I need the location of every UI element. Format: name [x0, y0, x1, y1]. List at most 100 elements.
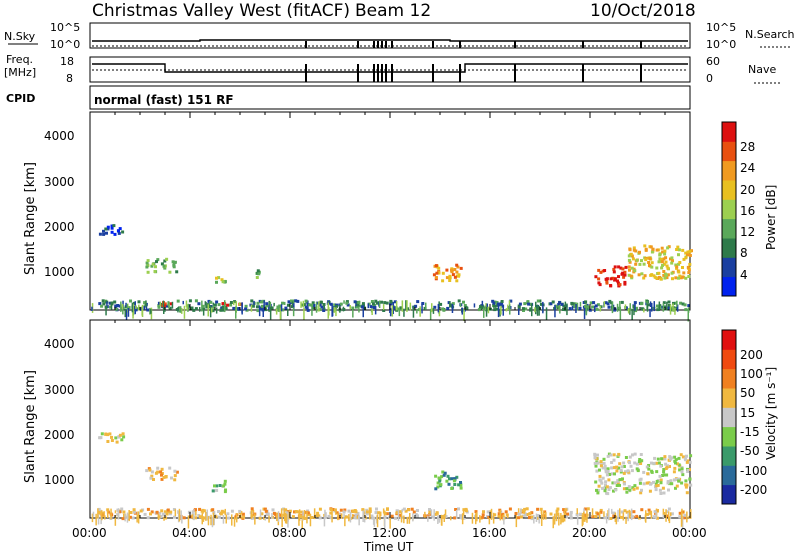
velocity-cell: [658, 488, 662, 492]
power-cell: [113, 300, 117, 304]
power-cell: [655, 248, 659, 252]
velocity-cell: [310, 516, 314, 519]
velocity-cell: [250, 507, 254, 511]
power-streak: [181, 308, 183, 314]
power-cell: [681, 275, 685, 279]
velocity-streak: [117, 508, 120, 520]
velocity-cell: [549, 512, 553, 516]
power-cell: [169, 302, 173, 306]
velocity-cell: [675, 484, 679, 488]
velocity-cell: [555, 509, 559, 513]
velocity-cell: [375, 507, 378, 511]
velocity-streak: [283, 512, 286, 522]
velocity-cell: [156, 466, 160, 470]
velocity-streak: [309, 513, 312, 527]
power-cell: [612, 270, 616, 274]
velocity-streak: [280, 508, 283, 518]
velocity-cell: [444, 515, 448, 518]
velocity-cell: [663, 455, 667, 459]
velocity-streak: [174, 509, 177, 516]
power-streak: [451, 305, 454, 311]
power-cell: [229, 303, 233, 307]
velocity-streak: [444, 509, 447, 515]
power-cbar-tick-12: 12: [740, 225, 755, 239]
velocity-cell: [223, 490, 227, 494]
velocity-cell: [638, 458, 642, 461]
velocity-cell: [170, 476, 173, 480]
velocity-cell: [318, 507, 322, 511]
power-cell: [207, 299, 211, 303]
power-streak: [651, 302, 653, 312]
power-cell: [223, 280, 227, 284]
power-colorbar-swatch: [722, 160, 736, 181]
nsky-tick-bottom: 10^0: [50, 38, 80, 51]
power-streak: [162, 300, 165, 309]
velocity-cell: [578, 512, 582, 516]
power-cell: [190, 306, 194, 310]
power-cell: [586, 305, 590, 309]
velocity-cell: [122, 435, 126, 439]
nsearch-tick-bottom: 10^0: [706, 38, 736, 51]
velocity-streak: [331, 509, 333, 523]
velocity-streak: [615, 515, 618, 525]
power-streak: [502, 307, 504, 316]
power-cell: [226, 303, 230, 307]
power-cell: [655, 266, 659, 270]
velocity-cell: [365, 512, 369, 516]
power-streak: [224, 300, 226, 313]
power-cell: [662, 301, 666, 305]
power-cell: [157, 301, 161, 305]
power-cell: [538, 299, 542, 303]
power-streak: [209, 307, 212, 318]
power-streak: [291, 301, 294, 307]
velocity-streak: [349, 511, 352, 523]
power-cell: [451, 302, 455, 306]
velocity-streak: [276, 512, 278, 522]
power-cell: [151, 262, 155, 266]
velocity-cell: [110, 435, 113, 439]
power-streak: [660, 305, 662, 310]
power-streak: [149, 307, 151, 315]
velocity-streak: [92, 511, 95, 517]
velocity-cell: [523, 507, 527, 511]
velocity-cell: [99, 436, 103, 440]
velocity-streak: [259, 509, 262, 518]
nsearch-label: N.Search: [745, 28, 795, 41]
velocity-cell: [347, 509, 351, 513]
velocity-colorbar-swatch: [722, 388, 736, 408]
velocity-cell: [613, 472, 616, 476]
power-cell: [672, 308, 676, 312]
power-cell: [220, 278, 224, 282]
velocity-cell: [635, 514, 639, 518]
power-cell: [624, 306, 628, 310]
power-streak: [186, 304, 188, 311]
velocity-streak: [201, 513, 203, 525]
power-cell: [118, 227, 122, 231]
power-streak: [145, 300, 147, 307]
velocity-cell: [661, 474, 664, 477]
power-cell: [255, 276, 259, 279]
velocity-ytick-3000: 3000: [44, 383, 75, 397]
velocity-streak: [668, 511, 670, 521]
power-cell: [497, 302, 500, 306]
power-cell: [522, 309, 525, 312]
power-cell: [675, 265, 679, 269]
velocity-streak: [412, 513, 414, 522]
power-streak: [412, 305, 415, 318]
power-cell: [686, 265, 690, 269]
power-streak: [619, 301, 621, 312]
power-cell: [108, 301, 112, 305]
power-cell: [607, 305, 611, 309]
power-cell: [517, 306, 521, 310]
velocity-streak: [352, 513, 354, 518]
power-cell: [434, 276, 438, 279]
velocity-cell: [146, 507, 150, 511]
power-cell: [509, 299, 513, 303]
power-cell: [655, 304, 659, 308]
velocity-cell: [601, 466, 605, 470]
velocity-streak: [401, 508, 403, 513]
power-streak: [554, 304, 556, 318]
velocity-cell: [152, 478, 155, 481]
power-streak: [268, 300, 270, 305]
velocity-cell: [605, 473, 609, 477]
